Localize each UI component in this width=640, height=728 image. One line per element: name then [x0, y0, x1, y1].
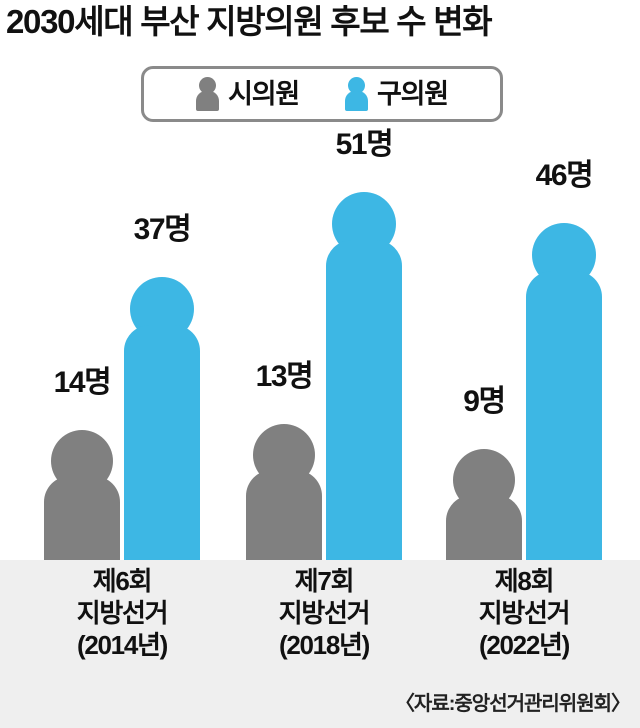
chart-legend: 시의원 구의원	[141, 66, 503, 122]
source-credit: 〈자료:중앙선거관리위원회〉	[394, 693, 631, 715]
category-label-2018: 제7회 지방선거 (2018년)	[219, 565, 429, 661]
bar-siuiwon-2018	[246, 424, 322, 560]
category-line-2: 지방선거	[76, 598, 169, 628]
category-line-2: 지방선거	[278, 598, 371, 628]
chart-plot-area: 14명 37명 13명 51명 9명 46명	[0, 130, 640, 560]
category-line-3: (2014년)	[77, 630, 168, 660]
legend-item-guuiwon: 구의원	[345, 77, 449, 111]
page-title: 2030세대 부산 지방의원 후보 수 변화	[6, 3, 493, 40]
bar-value-guuiwon-2014: 37명	[133, 213, 192, 246]
bar-body	[446, 495, 522, 560]
category-band	[0, 560, 640, 728]
category-line-2: 지방선거	[478, 598, 571, 628]
category-line-1: 제7회	[294, 566, 355, 596]
bar-body	[124, 325, 200, 560]
category-line-3: (2018년)	[279, 630, 370, 660]
bar-value-guuiwon-2018: 51명	[335, 128, 394, 161]
bar-body	[526, 271, 602, 560]
bar-body	[326, 240, 402, 560]
bar-value-siuiwon-2014: 14명	[53, 366, 112, 399]
bar-siuiwon-2022	[446, 449, 522, 560]
bar-guuiwon-2014	[124, 277, 200, 560]
bar-guuiwon-2018	[326, 192, 402, 560]
bar-siuiwon-2014	[44, 430, 120, 560]
bar-guuiwon-2022	[526, 223, 602, 560]
bar-body	[44, 476, 120, 560]
bar-value-siuiwon-2018: 13명	[255, 360, 314, 393]
legend-label-siuiwon: 시의원	[228, 78, 300, 109]
category-label-2022: 제8회 지방선거 (2022년)	[419, 565, 629, 661]
category-line-3: (2022년)	[479, 630, 570, 660]
legend-item-siuiwon: 시의원	[196, 77, 300, 111]
bar-value-guuiwon-2022: 46명	[535, 159, 594, 192]
category-line-1: 제6회	[92, 566, 153, 596]
category-label-2014: 제6회 지방선거 (2014년)	[17, 565, 227, 661]
bar-body	[246, 470, 322, 560]
person-icon	[196, 77, 220, 111]
legend-label-guuiwon: 구의원	[377, 78, 449, 109]
bar-value-siuiwon-2022: 9명	[463, 385, 506, 418]
category-line-1: 제8회	[494, 566, 555, 596]
person-icon	[345, 77, 368, 111]
